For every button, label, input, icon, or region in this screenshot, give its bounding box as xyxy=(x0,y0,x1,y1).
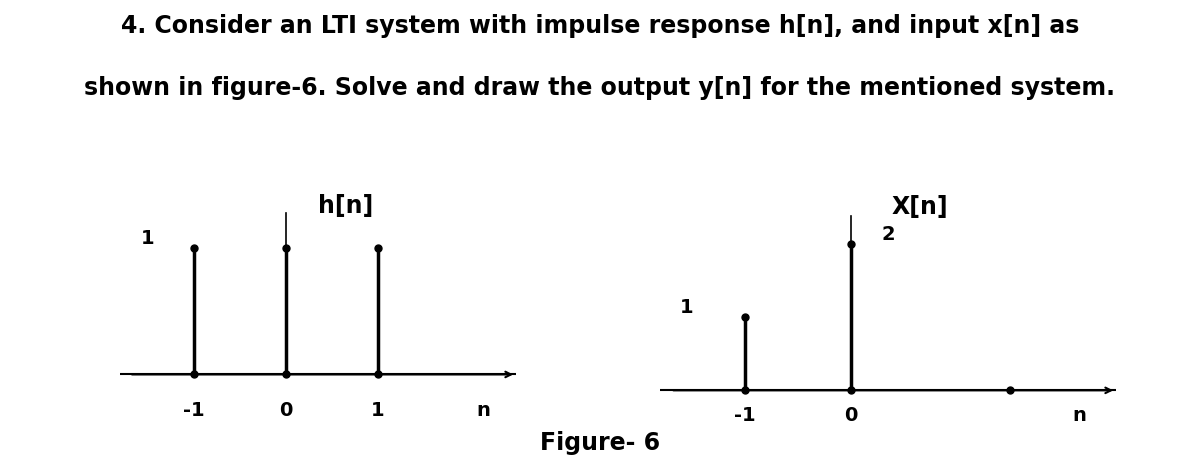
Text: -1: -1 xyxy=(182,401,204,420)
Text: n: n xyxy=(476,401,491,420)
Text: 1: 1 xyxy=(140,229,155,248)
Text: 4. Consider an LTI system with impulse response h[n], and input x[n] as: 4. Consider an LTI system with impulse r… xyxy=(121,14,1079,38)
Text: 0: 0 xyxy=(280,401,293,420)
Text: 1: 1 xyxy=(679,298,694,317)
Text: shown in figure-6. Solve and draw the output y[n] for the mentioned system.: shown in figure-6. Solve and draw the ou… xyxy=(84,76,1116,100)
Text: 0: 0 xyxy=(844,406,858,425)
Text: 1: 1 xyxy=(371,401,385,420)
Text: n: n xyxy=(1072,406,1086,425)
Text: -1: -1 xyxy=(734,406,756,425)
Text: 2: 2 xyxy=(881,225,895,244)
Text: h[n]: h[n] xyxy=(318,194,373,219)
Text: Figure- 6: Figure- 6 xyxy=(540,431,660,455)
Text: X[n]: X[n] xyxy=(892,195,948,219)
